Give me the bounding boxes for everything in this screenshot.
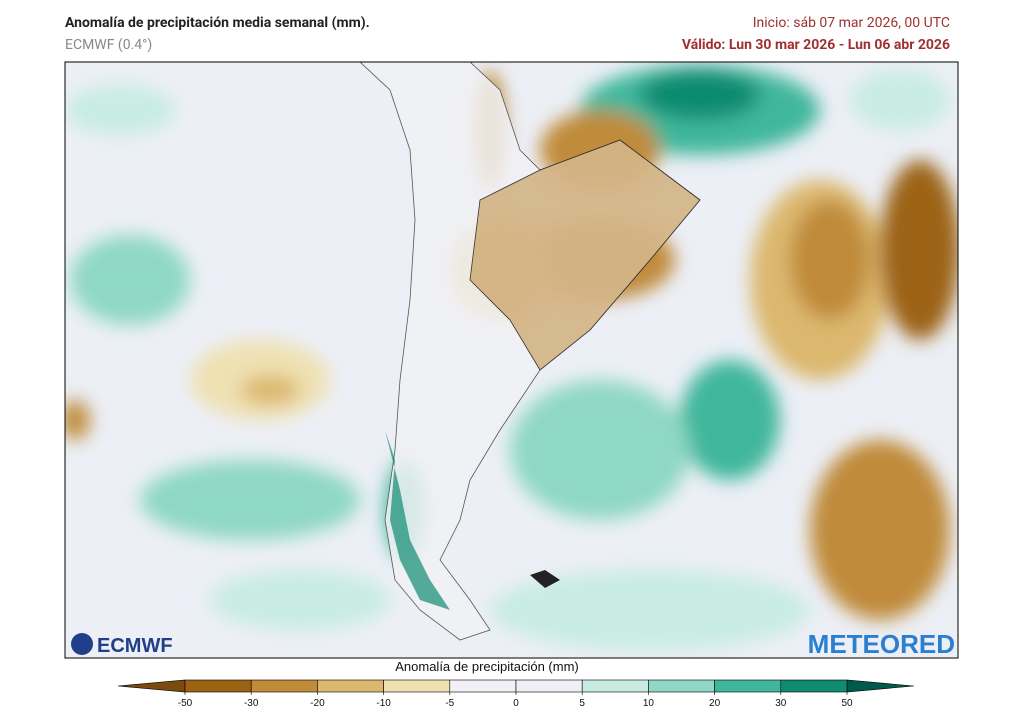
map-area <box>65 62 958 658</box>
islands <box>530 570 560 588</box>
colorbar-segment <box>780 679 848 693</box>
model-name: ECMWF (0.4°) <box>65 37 153 53</box>
colorbar-segment <box>714 679 782 693</box>
colorbar: -50 -30 -20 -10 -5 0 5 10 20 30 50 <box>117 679 915 709</box>
colorbar-tick-label: 10 <box>643 698 655 709</box>
colorbar-tick-label: -10 <box>376 698 391 709</box>
ecmwf-logo-text: ECMWF <box>97 635 173 657</box>
coast-wet <box>385 430 450 610</box>
colorbar-tick-label: 5 <box>579 698 585 709</box>
colorbar-tick-label: -5 <box>445 698 454 709</box>
valid-period: Válido: Lun 30 mar 2026 - Lun 06 abr 202… <box>681 37 950 53</box>
colorbar-segment <box>383 679 451 693</box>
colorbar-tick-label: 30 <box>775 698 787 709</box>
title: Anomalía de precipitación media semanal … <box>65 15 370 31</box>
colorbar-tick-label: -20 <box>310 698 325 709</box>
colorbar-segment <box>184 679 252 693</box>
colorbar-tick-label: -30 <box>244 698 259 709</box>
init-time: Inicio: sáb 07 mar 2026, 00 UTC <box>752 15 950 31</box>
colorbar-segment <box>250 679 318 693</box>
colorbar-extend <box>117 679 186 693</box>
map-frame <box>64 61 959 659</box>
colorbar-segment <box>581 679 649 693</box>
colorbar-extend <box>846 679 915 693</box>
land-dry <box>469 139 701 371</box>
colorbar-segment <box>317 679 384 693</box>
colorbar-segment <box>449 679 517 693</box>
colorbar-tick-label: 20 <box>709 698 721 709</box>
ecmwf-logo: ECMWF <box>71 633 173 657</box>
colorbar-tick-label: -50 <box>178 698 193 709</box>
colorbar-tick-label: 0 <box>513 698 519 709</box>
meteored-logo: METEORED <box>808 629 955 659</box>
colorbar-segment <box>648 679 715 693</box>
colorbar-tick-label: 50 <box>841 698 853 709</box>
colorbar-segment <box>515 679 583 693</box>
colorbar-label: Anomalía de precipitación (mm) <box>395 659 579 674</box>
